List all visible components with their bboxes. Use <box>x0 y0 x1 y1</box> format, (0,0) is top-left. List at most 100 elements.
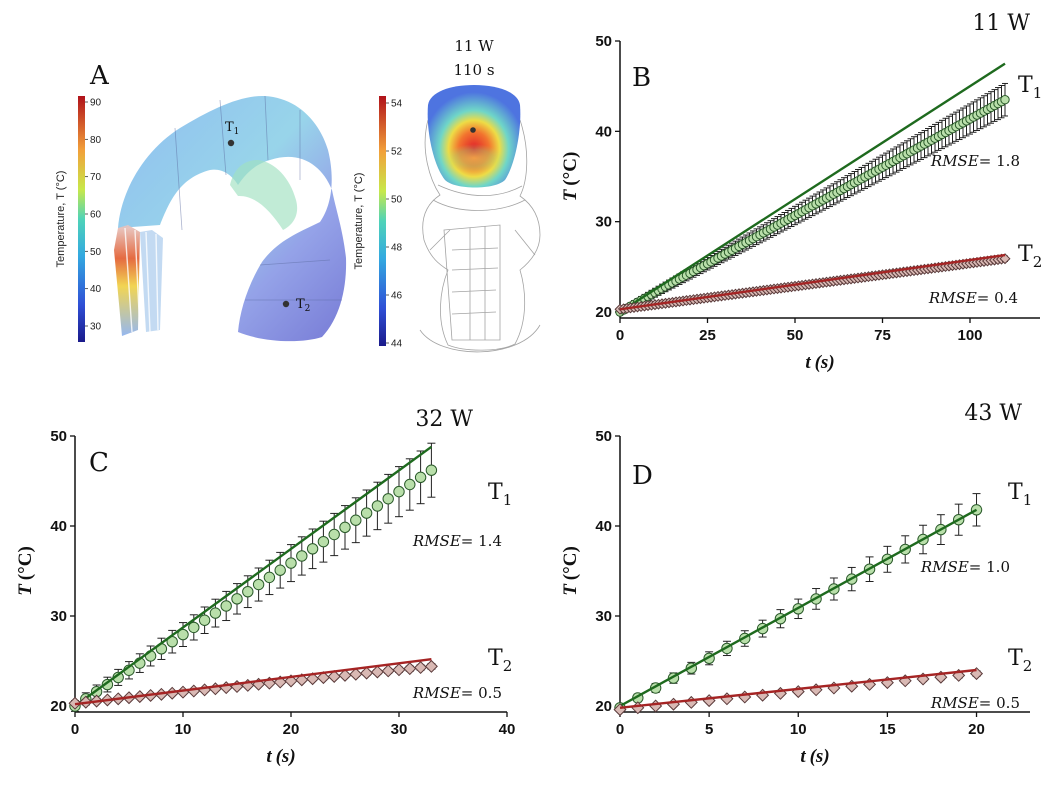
colon-model: T1 T2 <box>114 95 347 342</box>
rmse-value: = 0.5 <box>979 694 1020 712</box>
y-tick-label: 20 <box>595 304 612 321</box>
series-label-sub: 1 <box>503 491 513 509</box>
x-tick-label: 50 <box>787 327 804 344</box>
series-label-name: T <box>488 480 503 505</box>
data-point-t2 <box>666 697 680 711</box>
colorbar-tick-label: 54 <box>391 99 403 110</box>
colorbar-tick-label: 60 <box>90 210 102 221</box>
colorbar-tick-label: 46 <box>391 291 403 302</box>
point-t1-marker <box>227 139 235 147</box>
data-point-t2 <box>684 695 698 709</box>
model-line-t2 <box>619 253 1006 311</box>
series-label-sub: 1 <box>1023 491 1033 509</box>
series-t2: T2 RMSE= 0.5 <box>613 646 1032 717</box>
data-point-t1 <box>209 607 222 619</box>
data-point-t1 <box>306 543 319 555</box>
data-point-t2 <box>414 661 428 675</box>
point-t1-label: T1 <box>225 120 239 137</box>
colorbar-left-gradient <box>78 96 85 342</box>
data-point-t2 <box>208 682 222 696</box>
data-point-t1 <box>198 614 211 626</box>
y-tick-label: 30 <box>595 214 612 231</box>
x-axis-label-var: t <box>266 746 272 767</box>
data-point-t2 <box>198 683 212 697</box>
series-label-sub: 1 <box>1033 84 1043 102</box>
data-point-t2 <box>306 672 320 686</box>
data-point-t1 <box>252 578 265 591</box>
x-axis-label-var: t <box>800 746 806 767</box>
series-label-t2: T2 <box>488 646 512 675</box>
model-line-t2 <box>619 668 977 709</box>
data-point-t1 <box>296 550 308 562</box>
colorbar-tick-label: 90 <box>90 98 102 109</box>
head-probe-marker <box>470 127 476 133</box>
colorbar-left-label: Temperature, T (°C) <box>55 171 67 268</box>
point-t2-label: T2 <box>296 297 310 314</box>
y-tick-label: 20 <box>50 698 67 715</box>
y-axis-label: T (°C) <box>560 152 581 202</box>
y-tick-label: 50 <box>595 428 612 445</box>
x-axis-label: t (s) <box>800 746 829 767</box>
series-label-t1: T1 <box>488 480 512 509</box>
rmse-name: RMSE <box>412 532 461 550</box>
data-point-t1 <box>242 585 254 598</box>
x-axis-label-unit: (s) <box>815 352 835 373</box>
colorbar-left-ticks: 90 80 70 60 50 40 30 <box>85 98 102 333</box>
model-line-t1 <box>619 508 978 708</box>
series-label-sub: 2 <box>503 657 513 675</box>
data-point-t1 <box>177 628 189 641</box>
data-point-t2 <box>999 253 1011 265</box>
colorbar-tick-label: 70 <box>90 172 102 183</box>
series-label-t1: T1 <box>1008 480 1032 509</box>
x-axis-label-unit: (s) <box>276 746 296 767</box>
data-point-t1 <box>285 557 297 569</box>
rmse-label-t1: RMSE= 1.8 <box>930 152 1020 170</box>
data-point-t1 <box>371 500 384 512</box>
data-point-t1 <box>188 621 200 634</box>
panel-letter-b: B <box>632 63 651 93</box>
data-point-t1 <box>317 535 330 548</box>
x-tick-label: 0 <box>616 721 624 738</box>
rmse-value: = 0.5 <box>461 684 502 702</box>
data-point-t2 <box>327 669 341 683</box>
point-t2-marker <box>282 300 290 308</box>
colorbar-tick-label: 50 <box>391 195 403 206</box>
y-tick-label: 50 <box>595 33 612 50</box>
x-axis-label: t (s) <box>266 746 295 767</box>
rmse-value: = 1.4 <box>461 532 502 550</box>
data-point-t2 <box>424 659 438 673</box>
rmse-label-t1: RMSE= 1.4 <box>412 532 502 550</box>
data-point-t2 <box>360 666 374 680</box>
x-tick-label: 25 <box>699 327 716 344</box>
sim-time: 110 s <box>453 61 494 79</box>
colorbar-left: 90 80 70 60 50 40 30 Temperature, T (°C) <box>55 96 102 342</box>
heated-head <box>427 85 521 188</box>
data-point-t2 <box>187 684 201 698</box>
series-label-name: T <box>1018 242 1033 267</box>
y-axis-label-unit: (°C) <box>560 152 581 186</box>
rmse-name: RMSE <box>920 558 969 576</box>
series-label-name: T <box>1018 73 1033 98</box>
data-point-t1 <box>263 571 276 584</box>
panel-letter-d: D <box>632 461 653 491</box>
y-tick-label: 50 <box>50 428 67 445</box>
series-label-name: T <box>1008 646 1023 671</box>
data-point-t2 <box>370 665 384 679</box>
data-point-t1 <box>328 528 340 541</box>
model-line-t2 <box>74 658 432 706</box>
y-axis-label-unit: (°C) <box>15 546 36 580</box>
data-point-t1 <box>1000 95 1010 105</box>
data-point-t2 <box>295 673 309 687</box>
rmse-label-t2: RMSE= 0.5 <box>930 694 1020 712</box>
x-axis-label-unit: (s) <box>810 746 830 767</box>
y-axis-label-var: T <box>15 583 36 596</box>
data-point-t1 <box>425 464 438 476</box>
series-label-sub: 2 <box>1033 253 1043 271</box>
sim-power: 11 W <box>454 37 494 55</box>
x-tick-label: 75 <box>874 327 891 344</box>
x-tick-label: 40 <box>499 721 516 738</box>
